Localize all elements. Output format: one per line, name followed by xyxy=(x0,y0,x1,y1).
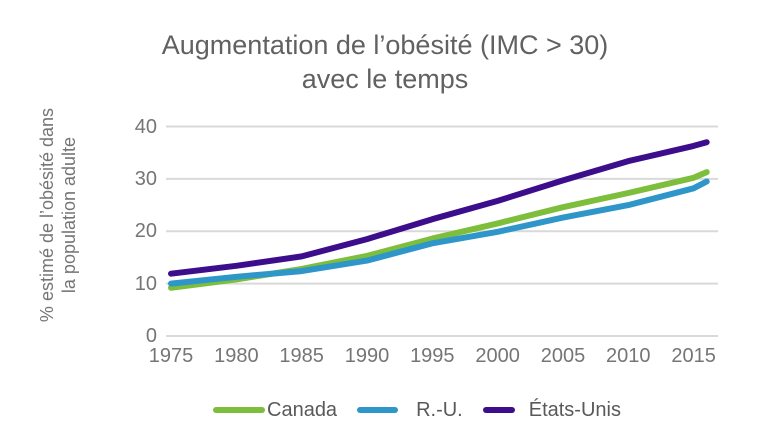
x-tick-label-2015: 2015 xyxy=(671,345,716,367)
legend-label-canada: Canada xyxy=(267,399,338,421)
chart-title: Augmentation de l’obésité (IMC > 30) ave… xyxy=(0,28,770,96)
y-axis-label-line-2: la population adulte xyxy=(59,136,79,294)
x-tick-label-2005: 2005 xyxy=(540,345,586,367)
y-tick-label-40: 40 xyxy=(134,115,157,138)
legend-swatch-r-u xyxy=(357,407,399,413)
series-line-canada xyxy=(168,169,710,291)
y-tick-label-10: 10 xyxy=(134,272,157,295)
y-axis-label: % estimé de l’obésité dans la population… xyxy=(36,90,80,340)
legend: Canada R.-U. États-Unis xyxy=(213,397,621,423)
legend-item-r-u: R.-U. xyxy=(357,397,463,423)
x-tick-label-1980: 1980 xyxy=(214,345,259,367)
chart-title-line-2: avec le temps xyxy=(301,64,469,94)
chart-title-line-1: Augmentation de l’obésité (IMC > 30) xyxy=(161,30,609,60)
legend-swatch-canada xyxy=(213,407,265,413)
x-tick-label-2010: 2010 xyxy=(606,345,651,367)
legend-item-canada: Canada xyxy=(213,397,337,423)
series-line-etats-unis xyxy=(168,139,710,277)
x-tick-label-1985: 1985 xyxy=(279,345,324,367)
legend-item-etats-unis: États-Unis xyxy=(482,397,621,423)
y-tick-label-0: 0 xyxy=(145,325,157,347)
legend-label-r-u: R.-U. xyxy=(416,399,463,421)
x-tick-label-1995: 1995 xyxy=(410,345,455,367)
x-tick-label-1990: 1990 xyxy=(344,345,390,367)
x-tick-label-1975: 1975 xyxy=(148,345,194,367)
legend-swatch-etats-unis xyxy=(482,407,515,413)
y-tick-label-30: 30 xyxy=(134,167,157,190)
y-tick-label-20: 20 xyxy=(134,220,157,243)
x-tick-label-2000: 2000 xyxy=(475,345,520,367)
y-axis-label-line-1: % estimé de l’obésité dans xyxy=(37,107,57,323)
series-line-r-u xyxy=(168,178,710,287)
legend-label-etats-unis: États-Unis xyxy=(528,399,621,421)
